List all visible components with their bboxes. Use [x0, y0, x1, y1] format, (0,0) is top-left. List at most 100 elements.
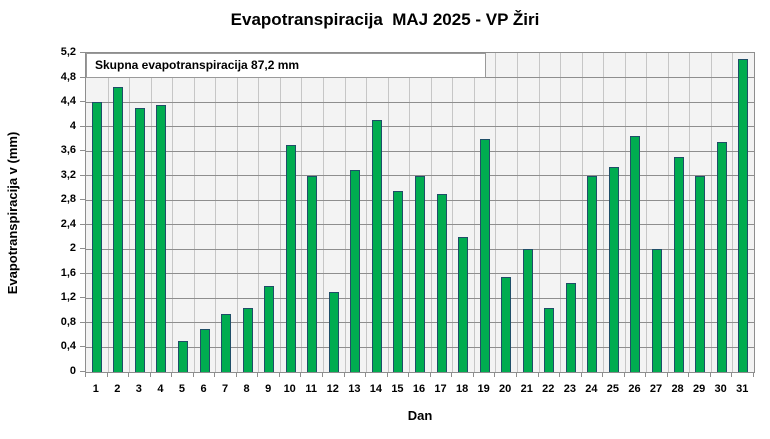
category-gridline: [366, 53, 368, 372]
bar-day-15[interactable]: [393, 191, 404, 372]
x-tick-label: 4: [157, 383, 164, 395]
x-tick-label: 15: [391, 383, 404, 395]
x-tick-mark: [753, 373, 754, 377]
bar-day-11[interactable]: [307, 175, 318, 372]
x-tick-mark: [171, 373, 173, 377]
major-gridline: [86, 101, 754, 103]
bar-day-21[interactable]: [522, 249, 533, 372]
category-gridline: [473, 53, 475, 372]
y-tick-mark: [80, 321, 85, 323]
major-gridline: [86, 175, 754, 177]
y-tick-label: 1,2: [60, 291, 76, 304]
y-tick-mark: [80, 346, 85, 348]
category-gridline: [172, 53, 174, 372]
bar-day-24[interactable]: [587, 175, 598, 372]
x-tick-mark: [559, 373, 561, 377]
x-tick-mark: [278, 373, 280, 377]
category-gridline: [689, 53, 691, 372]
x-tick-mark: [386, 373, 388, 377]
y-tick-mark: [80, 248, 85, 250]
bar-day-28[interactable]: [673, 157, 684, 372]
x-tick-label: 17: [434, 383, 447, 395]
x-tick-mark: [537, 373, 539, 377]
bar-day-14[interactable]: [371, 120, 382, 372]
bar-day-23[interactable]: [565, 283, 576, 372]
bar-day-2[interactable]: [113, 86, 124, 372]
category-gridline: [323, 53, 325, 372]
x-tick-label: 28: [671, 383, 684, 395]
bar-day-9[interactable]: [264, 286, 275, 372]
bar-day-31[interactable]: [738, 59, 749, 372]
chart-title: Evapotranspiracija MAJ 2025 - VP Žiri: [230, 10, 540, 29]
x-tick-label: 5: [178, 383, 186, 395]
bar-day-7[interactable]: [221, 313, 232, 372]
x-tick-label: 29: [692, 383, 706, 395]
y-tick-label: 0,4: [60, 340, 76, 353]
x-tick-label: 12: [326, 383, 339, 395]
x-tick-mark: [688, 373, 690, 377]
x-tick-label: 2: [114, 383, 121, 395]
x-tick-label: 31: [736, 383, 749, 395]
category-gridline: [495, 53, 497, 372]
x-tick-mark: [214, 373, 216, 377]
bar-day-27[interactable]: [652, 249, 663, 372]
x-tick-label: 23: [563, 383, 576, 395]
bar-day-18[interactable]: [458, 237, 469, 372]
x-tick-mark: [257, 373, 259, 377]
category-gridline: [107, 53, 109, 372]
category-gridline: [193, 53, 195, 372]
y-tick-label: 4,8: [60, 70, 76, 83]
bar-day-10[interactable]: [285, 145, 296, 372]
category-gridline: [516, 53, 518, 372]
major-gridline: [86, 126, 754, 128]
x-tick-label: 1: [92, 383, 99, 395]
category-gridline: [150, 53, 152, 372]
bar-day-1[interactable]: [91, 102, 102, 372]
x-tick-mark: [128, 373, 130, 377]
x-tick-mark: [623, 373, 625, 377]
y-tick-mark: [80, 199, 85, 201]
bar-day-4[interactable]: [156, 105, 167, 372]
x-tick-label: 21: [520, 383, 533, 395]
x-tick-mark: [106, 373, 108, 377]
bar-day-22[interactable]: [544, 307, 555, 372]
category-gridline: [215, 53, 217, 372]
bar-day-8[interactable]: [242, 307, 253, 372]
x-tick-mark: [472, 373, 474, 377]
bar-day-5[interactable]: [177, 341, 188, 372]
x-tick-mark: [365, 373, 367, 377]
category-gridline: [560, 53, 562, 372]
major-gridline: [86, 150, 754, 152]
bar-day-19[interactable]: [479, 138, 490, 372]
bar-day-26[interactable]: [630, 135, 641, 372]
x-tick-mark: [149, 373, 151, 377]
category-gridline: [279, 53, 281, 372]
bar-day-20[interactable]: [501, 276, 512, 372]
bar-day-13[interactable]: [350, 169, 361, 372]
bar-day-16[interactable]: [415, 175, 425, 372]
bar-day-17[interactable]: [436, 194, 447, 372]
x-tick-label: 25: [606, 383, 620, 395]
x-tick-mark: [602, 373, 604, 377]
category-gridline: [624, 53, 626, 372]
bar-day-25[interactable]: [608, 166, 619, 372]
category-gridline: [581, 53, 583, 372]
x-tick-mark: [322, 373, 324, 377]
y-tick-mark: [80, 125, 85, 127]
y-tick-label: 0: [69, 365, 76, 377]
bar-day-30[interactable]: [716, 141, 727, 372]
y-tick-mark: [80, 174, 85, 176]
category-gridline: [236, 53, 238, 372]
bar-day-6[interactable]: [199, 329, 210, 372]
x-tick-mark: [408, 373, 410, 377]
x-tick-label: 13: [348, 383, 361, 395]
x-tick-mark: [451, 373, 453, 377]
x-tick-label: 6: [200, 383, 207, 395]
bar-day-3[interactable]: [134, 108, 145, 372]
total-evapotranspiration-annotation: Skupna evapotranspiracija 87,2 mm: [86, 53, 486, 78]
bar-day-29[interactable]: [695, 175, 706, 372]
plot-area: Skupna evapotranspiracija 87,2 mm: [85, 52, 755, 373]
bar-day-12[interactable]: [328, 292, 339, 372]
y-tick-label: 2: [69, 242, 76, 255]
